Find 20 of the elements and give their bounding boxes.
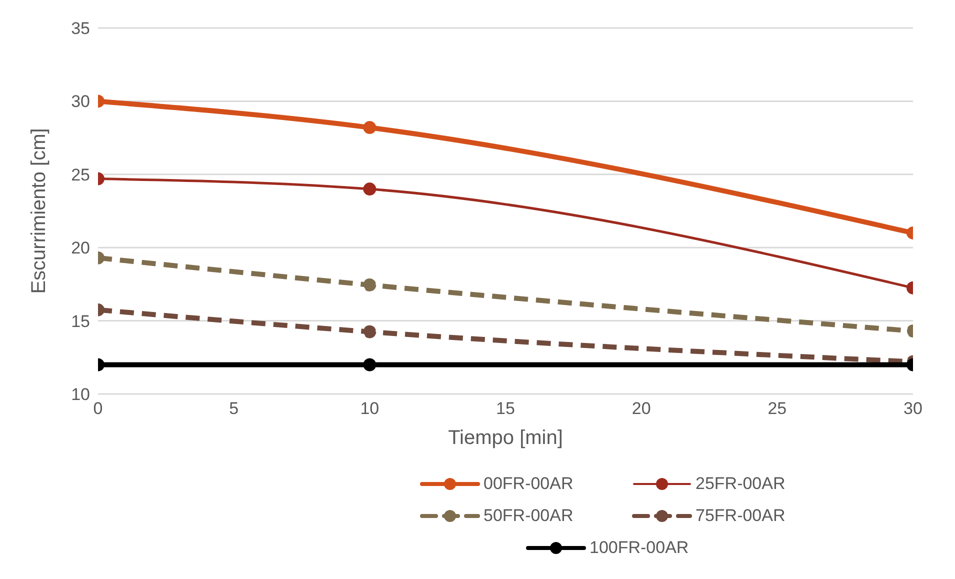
x-tick-label: 25 — [768, 399, 787, 418]
legend-label: 50FR-00AR — [484, 506, 574, 526]
x-tick-label: 5 — [229, 399, 239, 418]
legend-label: 75FR-00AR — [696, 506, 786, 526]
y-tick-label: 20 — [71, 238, 90, 258]
y-tick-label: 10 — [71, 385, 90, 404]
x-tick-label: 20 — [632, 399, 651, 418]
y-tick-label: 15 — [71, 312, 90, 331]
legend-label: 100FR-00AR — [590, 538, 689, 558]
y-tick-label: 35 — [71, 19, 90, 38]
x-tick-label: 15 — [496, 399, 515, 418]
y-axis-title: Escurrimiento [cm] — [28, 128, 50, 294]
y-tick-label: 25 — [71, 165, 90, 184]
x-tick-label: 30 — [904, 399, 922, 418]
x-tick-label: 0 — [93, 399, 103, 418]
legend-label: 00FR-00AR — [484, 474, 574, 494]
legend-label: 25FR-00AR — [696, 474, 786, 494]
x-axis-title: Tiempo [min] — [448, 427, 563, 449]
x-tick-label: 10 — [360, 399, 380, 418]
y-tick-label: 30 — [71, 92, 90, 112]
